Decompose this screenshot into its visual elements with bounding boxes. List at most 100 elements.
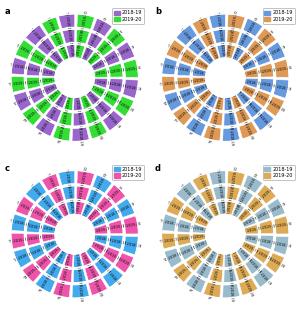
Text: T10 2019-20: T10 2019-20: [232, 167, 239, 190]
Text: T10 2019-20: T10 2019-20: [81, 167, 89, 190]
Text: T4 2019-20: T4 2019-20: [186, 98, 203, 114]
Polygon shape: [162, 77, 176, 92]
Text: T2 2018-19: T2 2018-19: [28, 27, 45, 44]
Text: T9 2018-19: T9 2018-19: [116, 46, 136, 58]
Text: T7 2018-19: T7 2018-19: [94, 256, 111, 274]
Polygon shape: [72, 127, 89, 141]
Text: T7 2018-19: T7 2018-19: [94, 100, 111, 118]
Polygon shape: [244, 68, 259, 77]
Polygon shape: [86, 90, 100, 105]
Text: T4 2018-19: T4 2018-19: [163, 251, 183, 263]
Text: T1 2019-20: T1 2019-20: [52, 186, 64, 206]
Polygon shape: [231, 251, 243, 266]
Polygon shape: [92, 175, 112, 193]
Polygon shape: [244, 78, 259, 88]
Polygon shape: [192, 67, 206, 77]
Polygon shape: [49, 50, 64, 65]
Text: T4 2018-19: T4 2018-19: [163, 95, 183, 107]
Text: T3 2018-19: T3 2018-19: [8, 63, 29, 71]
Text: T4 2019-20: T4 2019-20: [174, 107, 191, 124]
Polygon shape: [253, 110, 274, 131]
Text: T2 2018-19: T2 2018-19: [49, 49, 65, 67]
Polygon shape: [108, 220, 123, 234]
Text: T8 2019-20: T8 2019-20: [241, 227, 262, 234]
Polygon shape: [188, 37, 206, 56]
Polygon shape: [94, 235, 108, 245]
Polygon shape: [106, 28, 126, 47]
Legend: 2018-19, 2019-20: 2018-19, 2019-20: [112, 8, 144, 23]
Polygon shape: [43, 240, 58, 252]
Polygon shape: [226, 201, 236, 215]
Text: T2 2019-20: T2 2019-20: [42, 215, 61, 228]
Text: T5 2018-19: T5 2018-19: [189, 117, 203, 137]
Polygon shape: [259, 235, 274, 250]
Text: T8 2018-19: T8 2018-19: [241, 235, 262, 243]
Text: T9 2019-20: T9 2019-20: [96, 196, 113, 213]
Polygon shape: [91, 85, 106, 98]
Text: T7 2018-19: T7 2018-19: [245, 256, 262, 274]
Text: T3 2019-20: T3 2019-20: [158, 81, 179, 87]
Polygon shape: [243, 175, 263, 193]
Polygon shape: [213, 29, 225, 44]
Polygon shape: [200, 50, 214, 65]
Text: T6 2019-20: T6 2019-20: [86, 262, 98, 283]
Text: T5 2019-20: T5 2019-20: [209, 123, 217, 144]
Text: T8 2019-20: T8 2019-20: [272, 222, 292, 229]
Text: T2 2019-20: T2 2019-20: [192, 58, 212, 71]
Polygon shape: [224, 112, 237, 126]
Polygon shape: [259, 79, 274, 93]
Polygon shape: [64, 96, 73, 111]
Text: T3 2018-19: T3 2018-19: [174, 223, 194, 231]
Polygon shape: [26, 77, 40, 89]
Polygon shape: [179, 244, 196, 260]
Text: T2 2019-20: T2 2019-20: [179, 207, 199, 221]
Polygon shape: [94, 68, 108, 77]
Text: T8 2018-19: T8 2018-19: [91, 235, 111, 243]
Text: T3 2018-19: T3 2018-19: [174, 66, 194, 74]
Text: T6 2018-19: T6 2018-19: [76, 109, 82, 129]
Text: T1 2019-20: T1 2019-20: [208, 200, 220, 220]
Text: T1 2018-19: T1 2018-19: [217, 26, 223, 46]
Polygon shape: [74, 254, 82, 267]
Polygon shape: [224, 97, 233, 111]
Polygon shape: [273, 80, 289, 98]
Text: T2 2019-20: T2 2019-20: [192, 215, 212, 228]
Circle shape: [56, 58, 94, 97]
Text: T7 2019-20: T7 2019-20: [88, 241, 108, 254]
Polygon shape: [274, 216, 289, 234]
Polygon shape: [54, 250, 68, 265]
Text: T3 2019-20: T3 2019-20: [173, 236, 194, 242]
Polygon shape: [238, 189, 254, 206]
Text: T6 2019-20: T6 2019-20: [230, 92, 242, 112]
Text: T6 2019-20: T6 2019-20: [236, 106, 248, 126]
Text: T9 2018-19: T9 2018-19: [239, 216, 259, 229]
Text: T9 2018-19: T9 2018-19: [102, 52, 122, 65]
Text: T1 2018-19: T1 2018-19: [215, 11, 221, 32]
Text: T6 2018-19: T6 2018-19: [227, 109, 233, 129]
Text: T9 2018-19: T9 2018-19: [102, 209, 122, 222]
Polygon shape: [37, 194, 55, 212]
Text: T10 2018-19: T10 2018-19: [80, 200, 94, 222]
Text: T4 2019-20: T4 2019-20: [35, 254, 52, 271]
Text: T2 2018-19: T2 2018-19: [178, 27, 195, 44]
Text: T4 2018-19: T4 2018-19: [177, 89, 197, 101]
Text: T8 2019-20: T8 2019-20: [256, 224, 277, 231]
Text: T5 2018-19: T5 2018-19: [47, 104, 61, 124]
Text: T4 2018-19: T4 2018-19: [12, 251, 32, 263]
Text: T7 2019-20: T7 2019-20: [252, 248, 272, 261]
Text: T6 2019-20: T6 2019-20: [92, 277, 103, 297]
Polygon shape: [94, 78, 108, 88]
Text: T3 2019-20: T3 2019-20: [23, 79, 44, 86]
Text: T3 2019-20: T3 2019-20: [158, 237, 179, 243]
Text: T9 2019-20: T9 2019-20: [258, 186, 275, 203]
Text: T7 2019-20: T7 2019-20: [265, 256, 285, 269]
Polygon shape: [192, 173, 210, 191]
Polygon shape: [192, 77, 206, 85]
Text: T3 2018-19: T3 2018-19: [23, 66, 44, 74]
Polygon shape: [73, 268, 86, 283]
Text: T1 2019-20: T1 2019-20: [202, 186, 214, 206]
Polygon shape: [29, 49, 46, 65]
Polygon shape: [267, 42, 285, 61]
Polygon shape: [186, 98, 202, 115]
Text: T7 2019-20: T7 2019-20: [115, 256, 134, 269]
